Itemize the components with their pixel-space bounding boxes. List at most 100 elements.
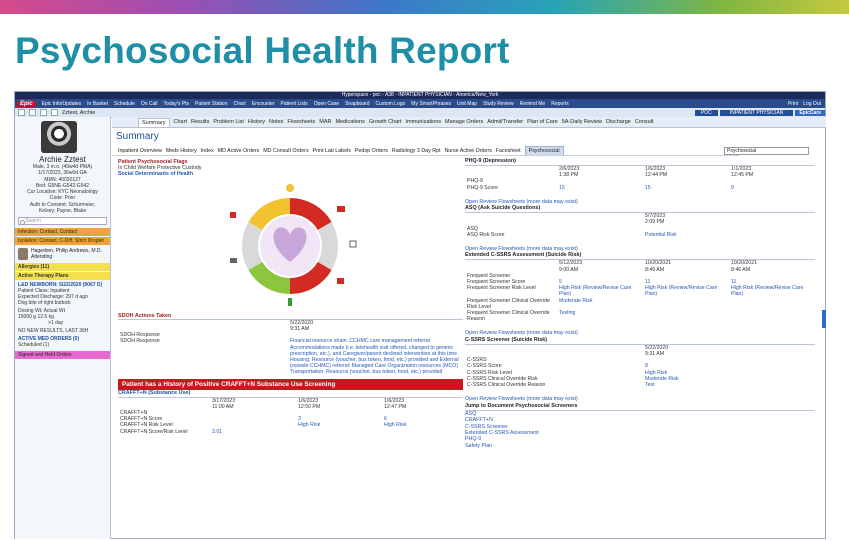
report-tab-5[interactable]: Print Lab Labels (312, 147, 351, 154)
home-icon[interactable] (18, 109, 25, 116)
infection-banner[interactable]: Infection: Contact, Contact (15, 228, 110, 237)
sidebar-search-input[interactable]: Search (18, 217, 107, 226)
patient-info-line: Code: Prior (49, 195, 76, 202)
table-cell (643, 310, 729, 322)
table-cell (643, 298, 729, 310)
logout-button[interactable]: Log Out (803, 100, 821, 107)
right-column: PHQ-9 (Depression) 2/6/2023 1/6/2023 1/1/2… (465, 158, 815, 538)
phq-link[interactable]: Open Review Flowsheets (more data may ex… (465, 198, 578, 205)
report-tab-8[interactable]: Nurse Active Orders (444, 147, 492, 154)
table-cell: 12:44 PM (645, 172, 668, 179)
report-search-input[interactable]: Psychosocial (724, 147, 809, 155)
toolbar-item-4[interactable]: Today's Pts (163, 100, 189, 107)
tab-4[interactable]: History (247, 119, 266, 125)
tab-2[interactable]: Results (190, 119, 210, 125)
table-cell: CRAFFT+N (120, 410, 148, 417)
toolbar-item-8[interactable]: Patient Lists (280, 100, 308, 107)
jump-link-5[interactable]: Safety Plan (465, 442, 493, 449)
tab-0[interactable]: Summary (138, 117, 170, 127)
report-tab-2[interactable]: Index (200, 147, 214, 154)
isolation-banner[interactable]: Isolation: Contact, C-Diff, Strict Dropl… (15, 237, 110, 246)
report-tab-10[interactable]: Psychosocial (524, 146, 564, 155)
active-med-orders[interactable]: ACTIVE MED ORDERS (0) Scheduled (1) (15, 335, 110, 349)
jump-link-0[interactable]: ASQ (465, 410, 477, 417)
toolbar-item-15[interactable]: Remind Me (519, 100, 546, 107)
report-tab-7[interactable]: Radiology 3 Day Rpt (391, 147, 441, 154)
crafft-title: CRAFFT+N (Substance Use) (118, 390, 463, 398)
cssrs-link[interactable]: Open Review Flowsheets (more data may ex… (465, 396, 578, 403)
report-tab-0[interactable]: Inpatient Overview (118, 147, 162, 154)
toolbar-item-16[interactable]: Reports (551, 100, 569, 107)
table-row: 9:00 AM 8:49 AM 8:46 AM (465, 267, 815, 273)
jump-link-3[interactable]: Extended C-SSRS Assessment (465, 429, 539, 436)
newborn-section[interactable]: L&D NEWBORN: 5/22/2020 (9067 D) Patient … (15, 281, 110, 307)
toolbar-item-5[interactable]: Patient Station (194, 100, 228, 107)
toolbar-item-13[interactable]: Unit Map (457, 100, 478, 107)
tab-5[interactable]: Notes (269, 119, 284, 125)
allergies-banner[interactable]: Allergies (11) (15, 263, 110, 272)
toolbar-item-14[interactable]: Study Review (483, 100, 514, 107)
scrollbar-thumb[interactable] (822, 310, 826, 328)
tab-6[interactable]: Flowsheets (287, 119, 316, 125)
scheduled-item[interactable]: Scheduled (1) (18, 342, 50, 349)
toolbar-item-7[interactable]: Encounter (251, 100, 275, 107)
list-icon[interactable] (40, 109, 47, 116)
jump-link-2[interactable]: C-SSRS Screener (465, 423, 508, 430)
asq-link[interactable]: Open Review Flowsheets (more data may ex… (465, 246, 578, 253)
report-tab-1[interactable]: Meds History (165, 147, 197, 154)
toolbar-item-6[interactable]: Chart (233, 100, 246, 107)
patient-photo (41, 121, 77, 153)
toolbar-item-1[interactable]: In Basket (87, 100, 108, 107)
tab-3[interactable]: Problem List (213, 119, 244, 125)
report-tab-4[interactable]: MD Consult Orders (263, 147, 309, 154)
report-tab-9[interactable]: Facesheet (495, 147, 521, 154)
table-cell: 2:09 PM (645, 219, 665, 226)
table-row: C-SSRS Clinical Override Risk Moderate Ri… (465, 376, 815, 382)
crafft-banner[interactable]: Patient has a History of Positive CRAFFT… (118, 378, 463, 390)
tab-16[interactable]: Consult (634, 119, 654, 125)
jump-link-1[interactable]: CRAFFT+N (465, 417, 493, 424)
table-cell: 3 (298, 416, 301, 423)
table-cell (382, 429, 463, 435)
table-cell: PHQ-9 Score (467, 184, 498, 191)
table-cell: 9:00 AM (559, 266, 579, 273)
tab-1[interactable]: Chart (173, 119, 187, 125)
therapy-banner[interactable]: Active Therapy Plans (15, 272, 110, 281)
toolbar-item-0[interactable]: Epic Info/Updates (41, 100, 82, 107)
table-row: Transportation: Resource (voucher, bus t… (118, 369, 463, 375)
tab-8[interactable]: Medications (335, 119, 365, 125)
phq-title: PHQ-9 (Depression) (465, 158, 815, 166)
signed-held-orders[interactable]: Signed and Held Orders (15, 351, 110, 360)
tab-13[interactable]: Plan of Care (527, 119, 558, 125)
table-row: Frequent Screener Clinical Override Reas… (465, 310, 815, 322)
calendar-icon[interactable] (29, 109, 36, 116)
toolbar-item-9[interactable]: Open Case (313, 100, 340, 107)
report-tab-6[interactable]: Pedop Orders (354, 147, 388, 154)
tab-14[interactable]: 5A-Daily Review (561, 119, 603, 125)
patient-info: Male, 3 m.o. (49w4d PMA) 1/17/2023, 36w0d… (15, 164, 110, 214)
attending-block[interactable]: Hagedorn, Philip Andrews, M.D. Attending (15, 246, 110, 262)
toolbar-item-12[interactable]: My SmartPhrases (411, 100, 452, 107)
tab-7[interactable]: MAR (319, 119, 332, 125)
tab-15[interactable]: Discharge (606, 119, 631, 125)
table-row: Frequent Screener (465, 273, 815, 279)
report-tab-3[interactable]: MD Active Orders (217, 147, 260, 154)
table-cell: 1/6/2023 (384, 397, 405, 404)
print-button[interactable]: Print (787, 100, 799, 107)
patient-tab[interactable]: Zztest, Archie (62, 109, 96, 116)
epic-logo[interactable]: Epic (17, 100, 36, 107)
tab-10[interactable]: Immunizations (405, 119, 442, 125)
bed-icon[interactable] (51, 109, 58, 116)
tab-12[interactable]: Admit/Transfer (487, 119, 524, 125)
toolbar-item-3[interactable]: On Call (140, 100, 158, 107)
wheel-segment-transport (241, 221, 263, 270)
jump-link-4[interactable]: PHQ-9 (465, 436, 482, 443)
tab-9[interactable]: Growth Chart (368, 119, 402, 125)
toolbar-item-11[interactable]: Custom Logo (375, 100, 406, 107)
tab-11[interactable]: Manage Orders (445, 119, 484, 125)
sdoh-link[interactable]: Social Determinants of Health (118, 171, 194, 178)
toolbar-item-2[interactable]: Schedule (114, 100, 135, 107)
toolbar-item-10[interactable]: Snapboard (345, 100, 370, 107)
table-cell: 11 (731, 279, 737, 286)
cssrs-ext-link[interactable]: Open Review Flowsheets (more data may ex… (465, 330, 578, 337)
